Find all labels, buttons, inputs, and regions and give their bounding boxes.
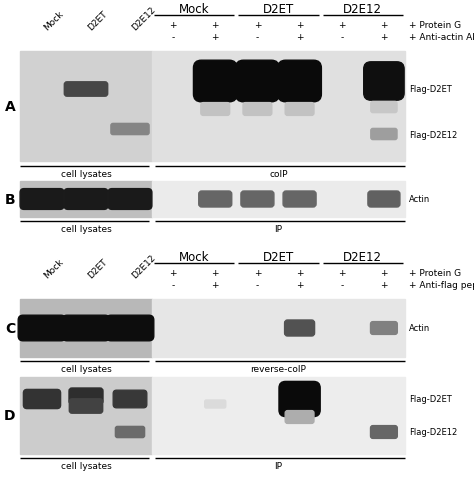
- Bar: [20, 182, 152, 218]
- Text: cell lysates: cell lysates: [61, 365, 111, 374]
- FancyBboxPatch shape: [284, 320, 315, 336]
- Text: D2ET: D2ET: [263, 251, 294, 264]
- Text: A: A: [5, 100, 15, 114]
- FancyBboxPatch shape: [23, 389, 61, 409]
- Text: +: +: [211, 269, 219, 278]
- Text: cell lysates: cell lysates: [61, 225, 111, 234]
- FancyBboxPatch shape: [371, 322, 397, 335]
- FancyBboxPatch shape: [20, 189, 64, 210]
- FancyBboxPatch shape: [371, 426, 397, 439]
- FancyBboxPatch shape: [199, 192, 232, 207]
- Text: + Anti-flag peptides: + Anti-flag peptides: [409, 281, 474, 290]
- Text: D2ET: D2ET: [86, 9, 109, 32]
- FancyBboxPatch shape: [64, 82, 108, 97]
- Text: + Protein G: + Protein G: [409, 21, 461, 30]
- Text: +: +: [254, 21, 261, 30]
- Bar: [152, 182, 405, 218]
- Text: Mock: Mock: [179, 251, 210, 264]
- Text: D2ET: D2ET: [263, 3, 294, 17]
- Bar: [20, 299, 152, 357]
- FancyBboxPatch shape: [193, 61, 237, 102]
- Text: Mock: Mock: [42, 257, 65, 280]
- Text: Flag-D2ET: Flag-D2ET: [409, 395, 452, 404]
- Text: +: +: [254, 269, 261, 278]
- Text: cell lysates: cell lysates: [61, 170, 111, 179]
- FancyBboxPatch shape: [364, 62, 404, 101]
- Bar: [20, 52, 152, 162]
- Text: +: +: [296, 21, 303, 30]
- Bar: [152, 299, 405, 357]
- Text: D2E12: D2E12: [343, 3, 383, 17]
- Text: D2ET: D2ET: [86, 257, 109, 280]
- Text: +: +: [169, 269, 177, 278]
- FancyBboxPatch shape: [201, 103, 229, 116]
- Bar: [152, 52, 405, 162]
- Text: + Anti-actin Ab: + Anti-actin Ab: [409, 34, 474, 42]
- Text: +: +: [296, 281, 303, 290]
- Text: +: +: [338, 21, 346, 30]
- FancyBboxPatch shape: [283, 192, 316, 207]
- Text: -: -: [340, 34, 343, 42]
- FancyBboxPatch shape: [241, 192, 274, 207]
- FancyBboxPatch shape: [279, 382, 320, 417]
- Text: Mock: Mock: [179, 3, 210, 17]
- Text: -: -: [340, 281, 343, 290]
- Text: +: +: [380, 281, 388, 290]
- FancyBboxPatch shape: [64, 189, 108, 210]
- Text: +: +: [338, 269, 346, 278]
- Text: D2E12: D2E12: [130, 5, 157, 32]
- FancyBboxPatch shape: [285, 103, 314, 116]
- FancyBboxPatch shape: [371, 129, 397, 141]
- Text: coIP: coIP: [269, 170, 288, 179]
- Text: +: +: [211, 34, 219, 42]
- Text: D2E12: D2E12: [130, 252, 157, 280]
- FancyBboxPatch shape: [62, 316, 110, 341]
- Text: B: B: [5, 193, 15, 206]
- FancyBboxPatch shape: [371, 102, 397, 113]
- Text: +: +: [211, 281, 219, 290]
- Text: +: +: [296, 34, 303, 42]
- Text: + Protein G: + Protein G: [409, 269, 461, 278]
- FancyBboxPatch shape: [18, 316, 66, 341]
- Text: +: +: [211, 21, 219, 30]
- Text: Flag-D2E12: Flag-D2E12: [409, 427, 457, 437]
- FancyBboxPatch shape: [113, 390, 147, 408]
- Text: -: -: [256, 281, 259, 290]
- Text: Flag-D2ET: Flag-D2ET: [409, 85, 452, 94]
- Text: D: D: [4, 408, 16, 423]
- Text: +: +: [296, 269, 303, 278]
- Text: +: +: [380, 269, 388, 278]
- FancyBboxPatch shape: [368, 192, 400, 207]
- Text: Mock: Mock: [42, 9, 65, 32]
- Text: reverse-coIP: reverse-coIP: [251, 365, 306, 374]
- Text: Actin: Actin: [409, 195, 430, 204]
- Bar: [152, 377, 405, 454]
- Bar: [20, 377, 152, 454]
- Text: Flag-D2E12: Flag-D2E12: [409, 131, 457, 140]
- Text: IP: IP: [274, 462, 283, 470]
- Text: C: C: [5, 321, 15, 335]
- Text: Actin: Actin: [409, 324, 430, 333]
- FancyBboxPatch shape: [108, 189, 152, 210]
- Text: -: -: [256, 34, 259, 42]
- Text: IP: IP: [274, 225, 283, 234]
- FancyBboxPatch shape: [285, 411, 314, 424]
- FancyBboxPatch shape: [69, 399, 103, 413]
- FancyBboxPatch shape: [106, 316, 154, 341]
- FancyBboxPatch shape: [115, 427, 145, 438]
- Text: D2E12: D2E12: [343, 251, 383, 264]
- FancyBboxPatch shape: [236, 61, 279, 102]
- FancyBboxPatch shape: [69, 388, 103, 404]
- Text: +: +: [380, 21, 388, 30]
- FancyBboxPatch shape: [243, 103, 272, 116]
- FancyBboxPatch shape: [111, 124, 149, 135]
- Text: +: +: [380, 34, 388, 42]
- Text: -: -: [172, 34, 175, 42]
- FancyBboxPatch shape: [205, 400, 226, 408]
- FancyBboxPatch shape: [278, 61, 321, 102]
- Text: +: +: [169, 21, 177, 30]
- Text: cell lysates: cell lysates: [61, 462, 111, 470]
- Text: -: -: [172, 281, 175, 290]
